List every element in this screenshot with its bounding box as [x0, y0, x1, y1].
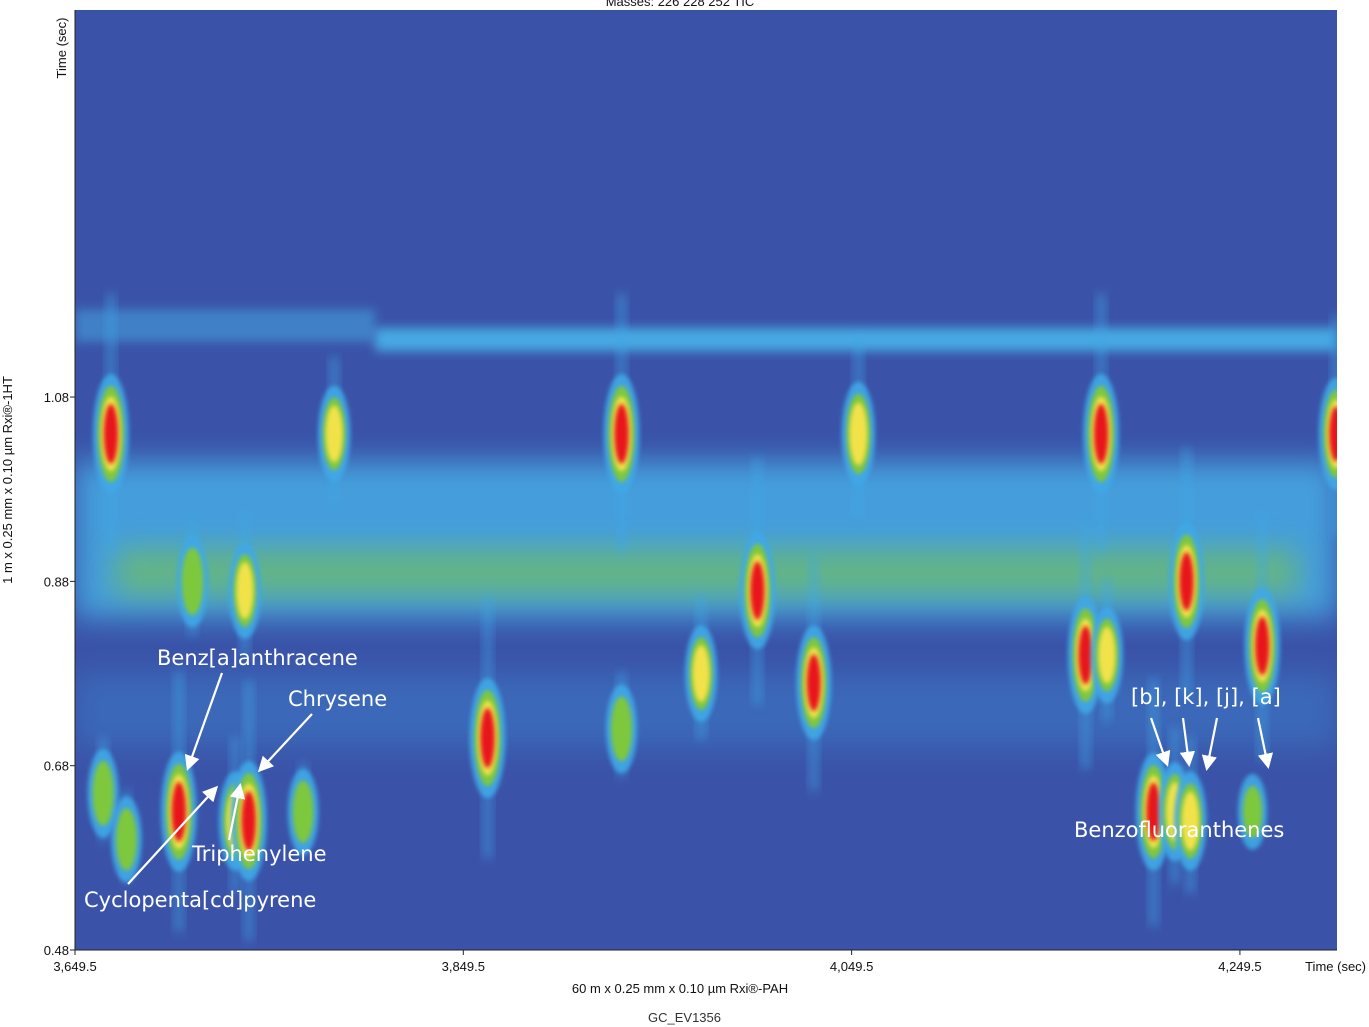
peak-high — [1098, 626, 1116, 684]
peak — [684, 625, 718, 722]
column-bleed-band-left — [75, 309, 375, 342]
arrow-cyclopenta-cd-pyrene — [127, 785, 219, 885]
y-axis-ticks: 0.48 0.68 0.88 1.08 — [44, 390, 75, 958]
peak-apex — [1255, 616, 1270, 675]
x-tick-label: 4,049.5 — [830, 959, 873, 974]
peak-apex — [171, 782, 187, 842]
peak — [92, 373, 129, 494]
peak-mid — [92, 760, 114, 826]
label-benzofluoranthenes: Benzofluoranthenes — [1074, 818, 1284, 842]
peak — [228, 542, 262, 639]
label-cyclopenta-cd-pyrene: Cyclopenta[cd]pyrene — [84, 888, 316, 912]
peak-apex — [1146, 782, 1161, 841]
arrow-isomer-b — [1149, 717, 1171, 767]
arrow-benz-a-anthracene — [184, 672, 224, 771]
peak-mid — [116, 808, 137, 871]
x-tick-label: 3,649.5 — [53, 959, 96, 974]
peak-high — [236, 562, 254, 619]
peak-apex — [1093, 404, 1109, 464]
peak-high — [1181, 791, 1199, 851]
peak-apex — [806, 654, 821, 711]
peak — [176, 535, 209, 628]
peak-apex — [1179, 552, 1194, 611]
peak-high — [849, 402, 868, 466]
arrow-isomer-a — [1256, 717, 1274, 770]
peak — [1237, 773, 1268, 850]
chart-title: Masses: 226 228 252 TIC — [606, 0, 755, 9]
arrow-triphenylene — [227, 782, 246, 841]
peak-mid — [1242, 785, 1263, 838]
matrix-core-band — [115, 549, 1297, 596]
y-axis-title: 1 m x 0.25 mm x 0.10 µm Rxi®-1HT — [0, 376, 15, 584]
peak-mid — [292, 780, 314, 843]
arrow-chrysene — [257, 713, 313, 773]
peak-high — [692, 645, 710, 702]
peak — [739, 531, 776, 650]
peak — [841, 381, 876, 487]
arrow-isomer-j — [1201, 717, 1219, 772]
label-triphenylene: Triphenylene — [191, 842, 327, 866]
x-axis-unit: Time (sec) — [1305, 959, 1366, 974]
x-tick-label: 3,849.5 — [442, 959, 485, 974]
y-tick-label: 0.68 — [44, 759, 69, 774]
y-tick-label: 0.48 — [44, 943, 69, 958]
peak — [87, 748, 119, 838]
peak-apex — [103, 404, 119, 464]
peak — [111, 796, 142, 883]
peak-apex — [480, 708, 495, 768]
y-axis-unit: Time (sec) — [54, 18, 69, 79]
peak — [1168, 522, 1205, 641]
y-tick-label: 0.88 — [44, 574, 69, 589]
peak — [1318, 377, 1337, 491]
peak — [287, 768, 319, 855]
peak-apex — [1329, 406, 1337, 462]
peak — [1083, 373, 1120, 494]
peak — [1090, 606, 1124, 704]
peak-mid — [610, 696, 633, 762]
peak — [1244, 587, 1281, 705]
peak — [605, 684, 638, 774]
x-axis-ticks: 3,649.5 3,849.5 4,049.5 4,249.5 — [53, 950, 1262, 974]
label-benzofluoranthene-isomers: [b], [k], [j], [a] — [1131, 685, 1281, 709]
arrow-isomer-k — [1179, 717, 1196, 768]
label-benz-a-anthracene: Benz[a]anthracene — [157, 646, 358, 670]
x-tick-label: 4,249.5 — [1218, 959, 1261, 974]
peak-mid — [181, 547, 204, 616]
y-tick-label: 1.08 — [44, 390, 69, 405]
x-axis-title: 60 m x 0.25 mm x 0.10 µm Rxi®-PAH — [572, 981, 788, 996]
figure-id: GC_EV1356 — [648, 1010, 721, 1025]
label-chrysene: Chrysene — [288, 687, 387, 711]
peak — [469, 678, 506, 799]
peak — [317, 385, 351, 483]
peak-apex — [614, 404, 629, 464]
peak — [603, 373, 640, 494]
peak-high — [325, 405, 343, 463]
peak-apex — [241, 791, 256, 851]
peak — [1174, 771, 1207, 871]
annotations: Benz[a]anthracene Chrysene Triphenylene … — [84, 646, 1284, 912]
peak-apex — [1078, 626, 1093, 685]
peak-apex — [750, 561, 765, 620]
peak — [796, 625, 832, 741]
